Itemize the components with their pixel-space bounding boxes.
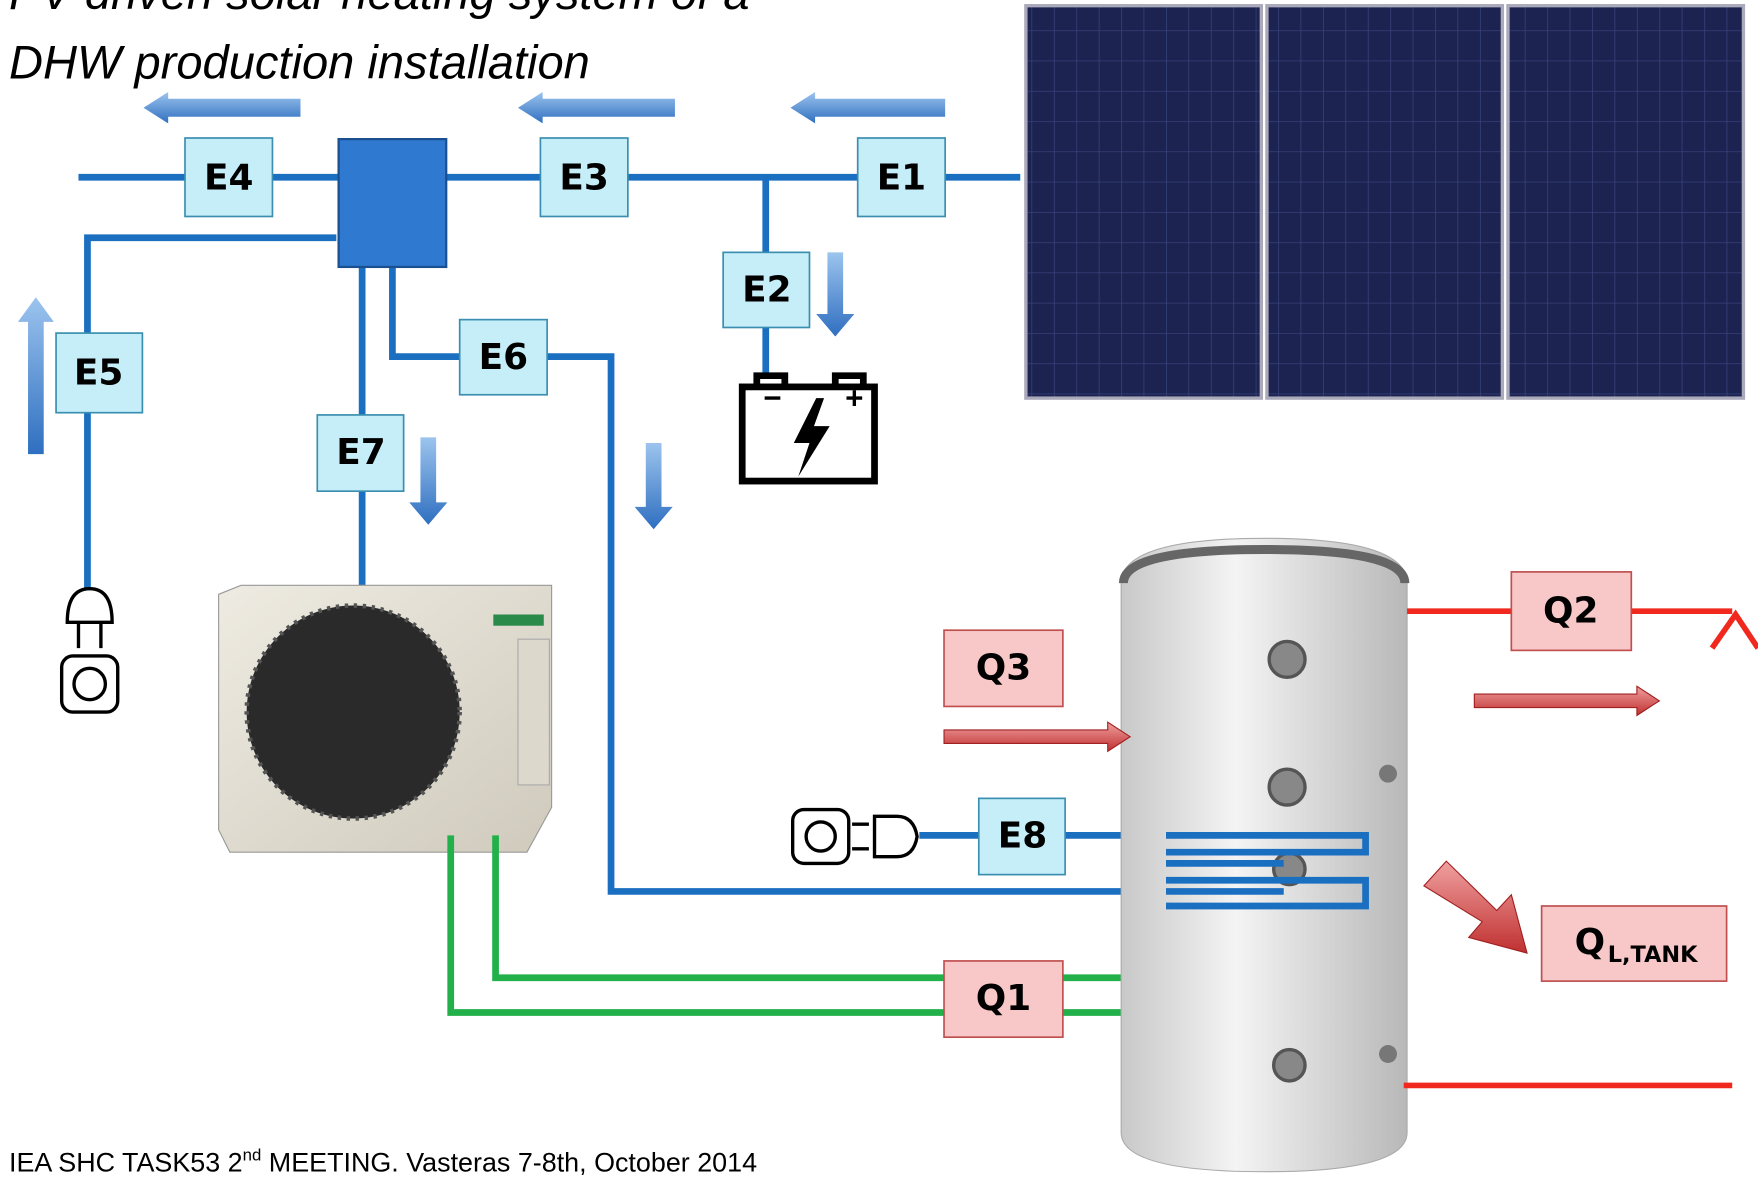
label: E3 — [559, 157, 608, 198]
plug — [59, 587, 120, 714]
label: Q3 — [976, 647, 1031, 688]
junction-box — [337, 138, 448, 269]
heat-pump — [218, 584, 553, 853]
battery — [738, 372, 878, 485]
title-line: PV driven solar heating system of a — [9, 0, 750, 19]
title-line: DHW production installation — [9, 36, 590, 89]
label: Q — [1575, 922, 1605, 963]
footer-text: IEA SHC TASK53 2 — [9, 1148, 243, 1178]
label: E6 — [479, 337, 528, 378]
label-subscript: L,TANK — [1608, 942, 1699, 968]
footer: IEA SHC TASK53 2nd MEETING. Vasteras 7-8… — [9, 1146, 757, 1178]
tank-coil — [1166, 832, 1369, 910]
label: E8 — [998, 816, 1047, 857]
footer-text: MEETING. Vasteras 7-8th, October 2014 — [261, 1148, 757, 1178]
label: E5 — [74, 353, 123, 394]
label: E2 — [742, 270, 791, 311]
label: Q1 — [976, 978, 1031, 1019]
red-pipes — [1403, 608, 1758, 1089]
label: E7 — [336, 432, 385, 473]
label: E4 — [204, 157, 253, 198]
labels: E4 E3 E1 E2 E5 E6 E7 E8 Q3 Q2 Q1 Q L,TAN… — [55, 137, 1728, 1039]
label: Q2 — [1543, 590, 1598, 631]
solar-panels — [1024, 4, 1746, 400]
footer-sup: nd — [243, 1146, 262, 1165]
label: E1 — [877, 157, 926, 198]
socket — [790, 807, 919, 866]
red-arrows — [943, 685, 1661, 954]
blue-arrows — [17, 92, 946, 530]
